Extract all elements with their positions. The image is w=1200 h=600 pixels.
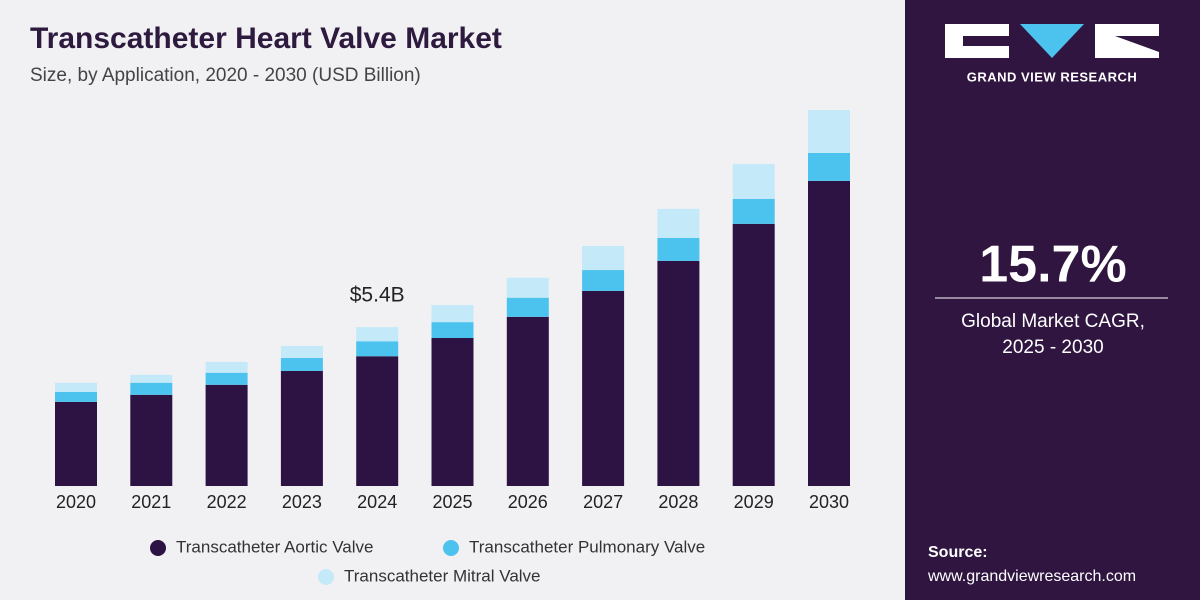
bar-segment <box>582 245 625 271</box>
cagr-label: Global Market CAGR, <box>961 311 1145 332</box>
data-label: $5.4B <box>350 284 405 307</box>
bar-segment <box>280 370 323 486</box>
bar-segment <box>431 338 474 486</box>
bar-segment <box>808 180 850 486</box>
chart-title: Transcatheter Heart Valve Market <box>30 22 502 55</box>
x-tick-label: 2021 <box>131 492 171 512</box>
x-tick-label: 2022 <box>207 492 247 512</box>
source-url: www.grandviewresearch.com <box>927 568 1136 585</box>
bar-segment <box>130 394 173 486</box>
x-tick-label: 2027 <box>583 492 623 512</box>
x-tick-label: 2029 <box>734 492 774 512</box>
bar-segment <box>732 198 775 224</box>
bar-segment <box>657 260 700 486</box>
bar-segment <box>657 208 700 238</box>
bar-segment <box>732 163 775 199</box>
legend-swatch <box>318 569 334 585</box>
bar-segment <box>130 374 173 383</box>
legend-label: Transcatheter Aortic Valve <box>176 537 373 556</box>
logo-cut <box>963 36 1009 46</box>
bar-segment <box>582 270 625 291</box>
bar-segment <box>582 290 625 486</box>
brand-name: GRAND VIEW RESEARCH <box>967 69 1138 84</box>
bar-segment <box>55 382 97 392</box>
bar-segment <box>55 391 97 402</box>
bar-segment <box>280 358 323 371</box>
bar-segment <box>356 341 399 357</box>
logo-cut <box>1115 36 1159 52</box>
bar-segment <box>130 382 173 395</box>
cagr-value: 15.7% <box>979 236 1126 294</box>
x-tick-label: 2024 <box>357 492 397 512</box>
bar-segment <box>732 223 775 486</box>
x-tick-label: 2028 <box>658 492 698 512</box>
legend-label: Transcatheter Mitral Valve <box>344 566 541 585</box>
legend-label: Transcatheter Pulmonary Valve <box>469 537 705 556</box>
x-tick-label: 2030 <box>809 492 849 512</box>
cagr-period: 2025 - 2030 <box>1002 337 1103 358</box>
chart-subtitle: Size, by Application, 2020 - 2030 (USD B… <box>30 65 421 86</box>
bar-segment <box>205 384 248 486</box>
x-tick-label: 2020 <box>56 492 96 512</box>
x-tick-label: 2026 <box>508 492 548 512</box>
bar-segment <box>808 110 850 153</box>
bar-segment <box>506 277 549 298</box>
logo-triangle <box>1020 24 1084 58</box>
bar-segment <box>506 316 549 486</box>
bar-segment <box>205 372 248 385</box>
logo <box>945 24 1159 58</box>
legend-swatch <box>150 540 166 556</box>
bar-segment <box>55 401 97 486</box>
x-tick-label: 2025 <box>432 492 472 512</box>
bar-segment <box>280 345 323 359</box>
bar-segment <box>808 152 850 181</box>
bar-segment <box>431 305 474 323</box>
bar-segment <box>431 322 474 339</box>
legend-swatch <box>443 540 459 556</box>
bar-segment <box>356 356 399 486</box>
x-tick-label: 2023 <box>282 492 322 512</box>
bar-segment <box>356 327 399 342</box>
bar-segment <box>506 297 549 317</box>
bar-segment <box>205 361 248 373</box>
source-label: Source: <box>928 544 988 561</box>
sidebar-background <box>905 0 1200 600</box>
bar-segment <box>657 237 700 261</box>
